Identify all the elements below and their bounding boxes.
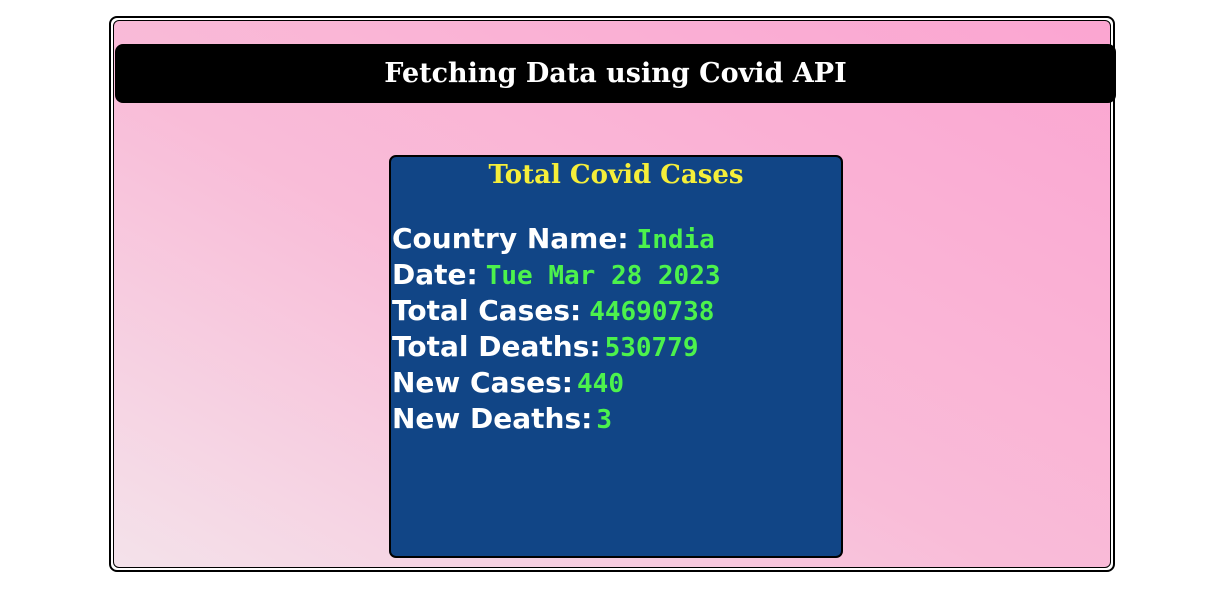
page-header: Fetching Data using Covid API [115,44,1116,103]
total-deaths-label: Total Deaths: [392,330,601,363]
new-deaths-row: New Deaths: 3 [392,401,721,437]
stats-list: Country Name: India Date: Tue Mar 28 202… [392,221,721,437]
date-row: Date: Tue Mar 28 2023 [392,257,721,293]
total-deaths-value: 530779 [604,333,699,363]
new-cases-value: 440 [577,369,624,399]
date-value: Tue Mar 28 2023 [485,261,721,291]
covid-stats-card: Total Covid Cases Country Name: India Da… [389,155,843,558]
country-label: Country Name: [392,222,629,255]
country-value: India [636,225,715,255]
page-title: Fetching Data using Covid API [384,58,847,89]
total-deaths-row: Total Deaths: 530779 [392,329,721,365]
total-cases-label: Total Cases: [392,294,582,327]
date-label: Date: [392,258,478,291]
page-container: Fetching Data using Covid API Total Covi… [113,20,1116,568]
card-title: Total Covid Cases [488,160,744,190]
country-row: Country Name: India [392,221,721,257]
outer-frame: Fetching Data using Covid API Total Covi… [109,16,1116,572]
new-cases-label: New Cases: [392,366,574,399]
total-cases-value: 44690738 [589,297,715,327]
new-deaths-value: 3 [596,405,613,435]
new-cases-row: New Cases: 440 [392,365,721,401]
new-deaths-label: New Deaths: [392,402,593,435]
total-cases-row: Total Cases: 44690738 [392,293,721,329]
